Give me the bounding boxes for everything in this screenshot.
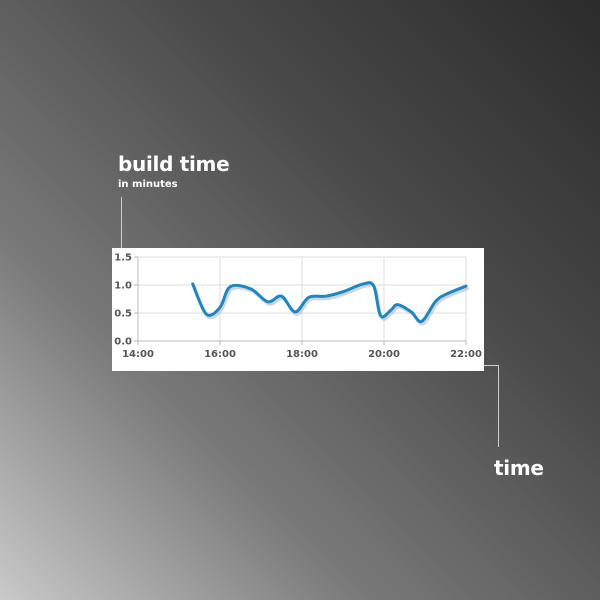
- y-axis-annotation-unit: in minutes: [118, 179, 178, 190]
- series: [191, 281, 469, 326]
- x-tick-label: 20:00: [368, 349, 400, 360]
- line-chart: 0.0 0.5 1.0 1.5 14:00 16:00 18:00 20:00 22:00: [114, 253, 482, 361]
- x-tick-label: 14:00: [122, 349, 154, 360]
- grid: [137, 256, 467, 341]
- series-line-shadow: [192, 283, 469, 326]
- y-tick-label: 1.0: [114, 281, 132, 292]
- y-annotation-leader-line: [121, 197, 122, 249]
- y-axis-annotation-title: build time: [118, 152, 230, 176]
- series-line: [191, 281, 468, 324]
- x-annotation-leader-line-vertical: [498, 365, 499, 447]
- y-tick-label: 1.5: [114, 253, 132, 264]
- x-axis-annotation-title: time: [494, 456, 544, 480]
- axes: [134, 256, 467, 345]
- x-tick-label: 18:00: [286, 349, 318, 360]
- tick-labels: 0.0 0.5 1.0 1.5 14:00 16:00 18:00 20:00 22:00: [114, 253, 482, 361]
- x-tick-label: 22:00: [450, 349, 482, 360]
- x-tick-label: 16:00: [204, 349, 236, 360]
- x-annotation-leader-line: [484, 365, 499, 366]
- y-tick-label: 0.5: [114, 309, 132, 320]
- chart-card: 0.0 0.5 1.0 1.5 14:00 16:00 18:00 20:00 22:00: [112, 248, 484, 371]
- y-tick-label: 0.0: [114, 337, 132, 348]
